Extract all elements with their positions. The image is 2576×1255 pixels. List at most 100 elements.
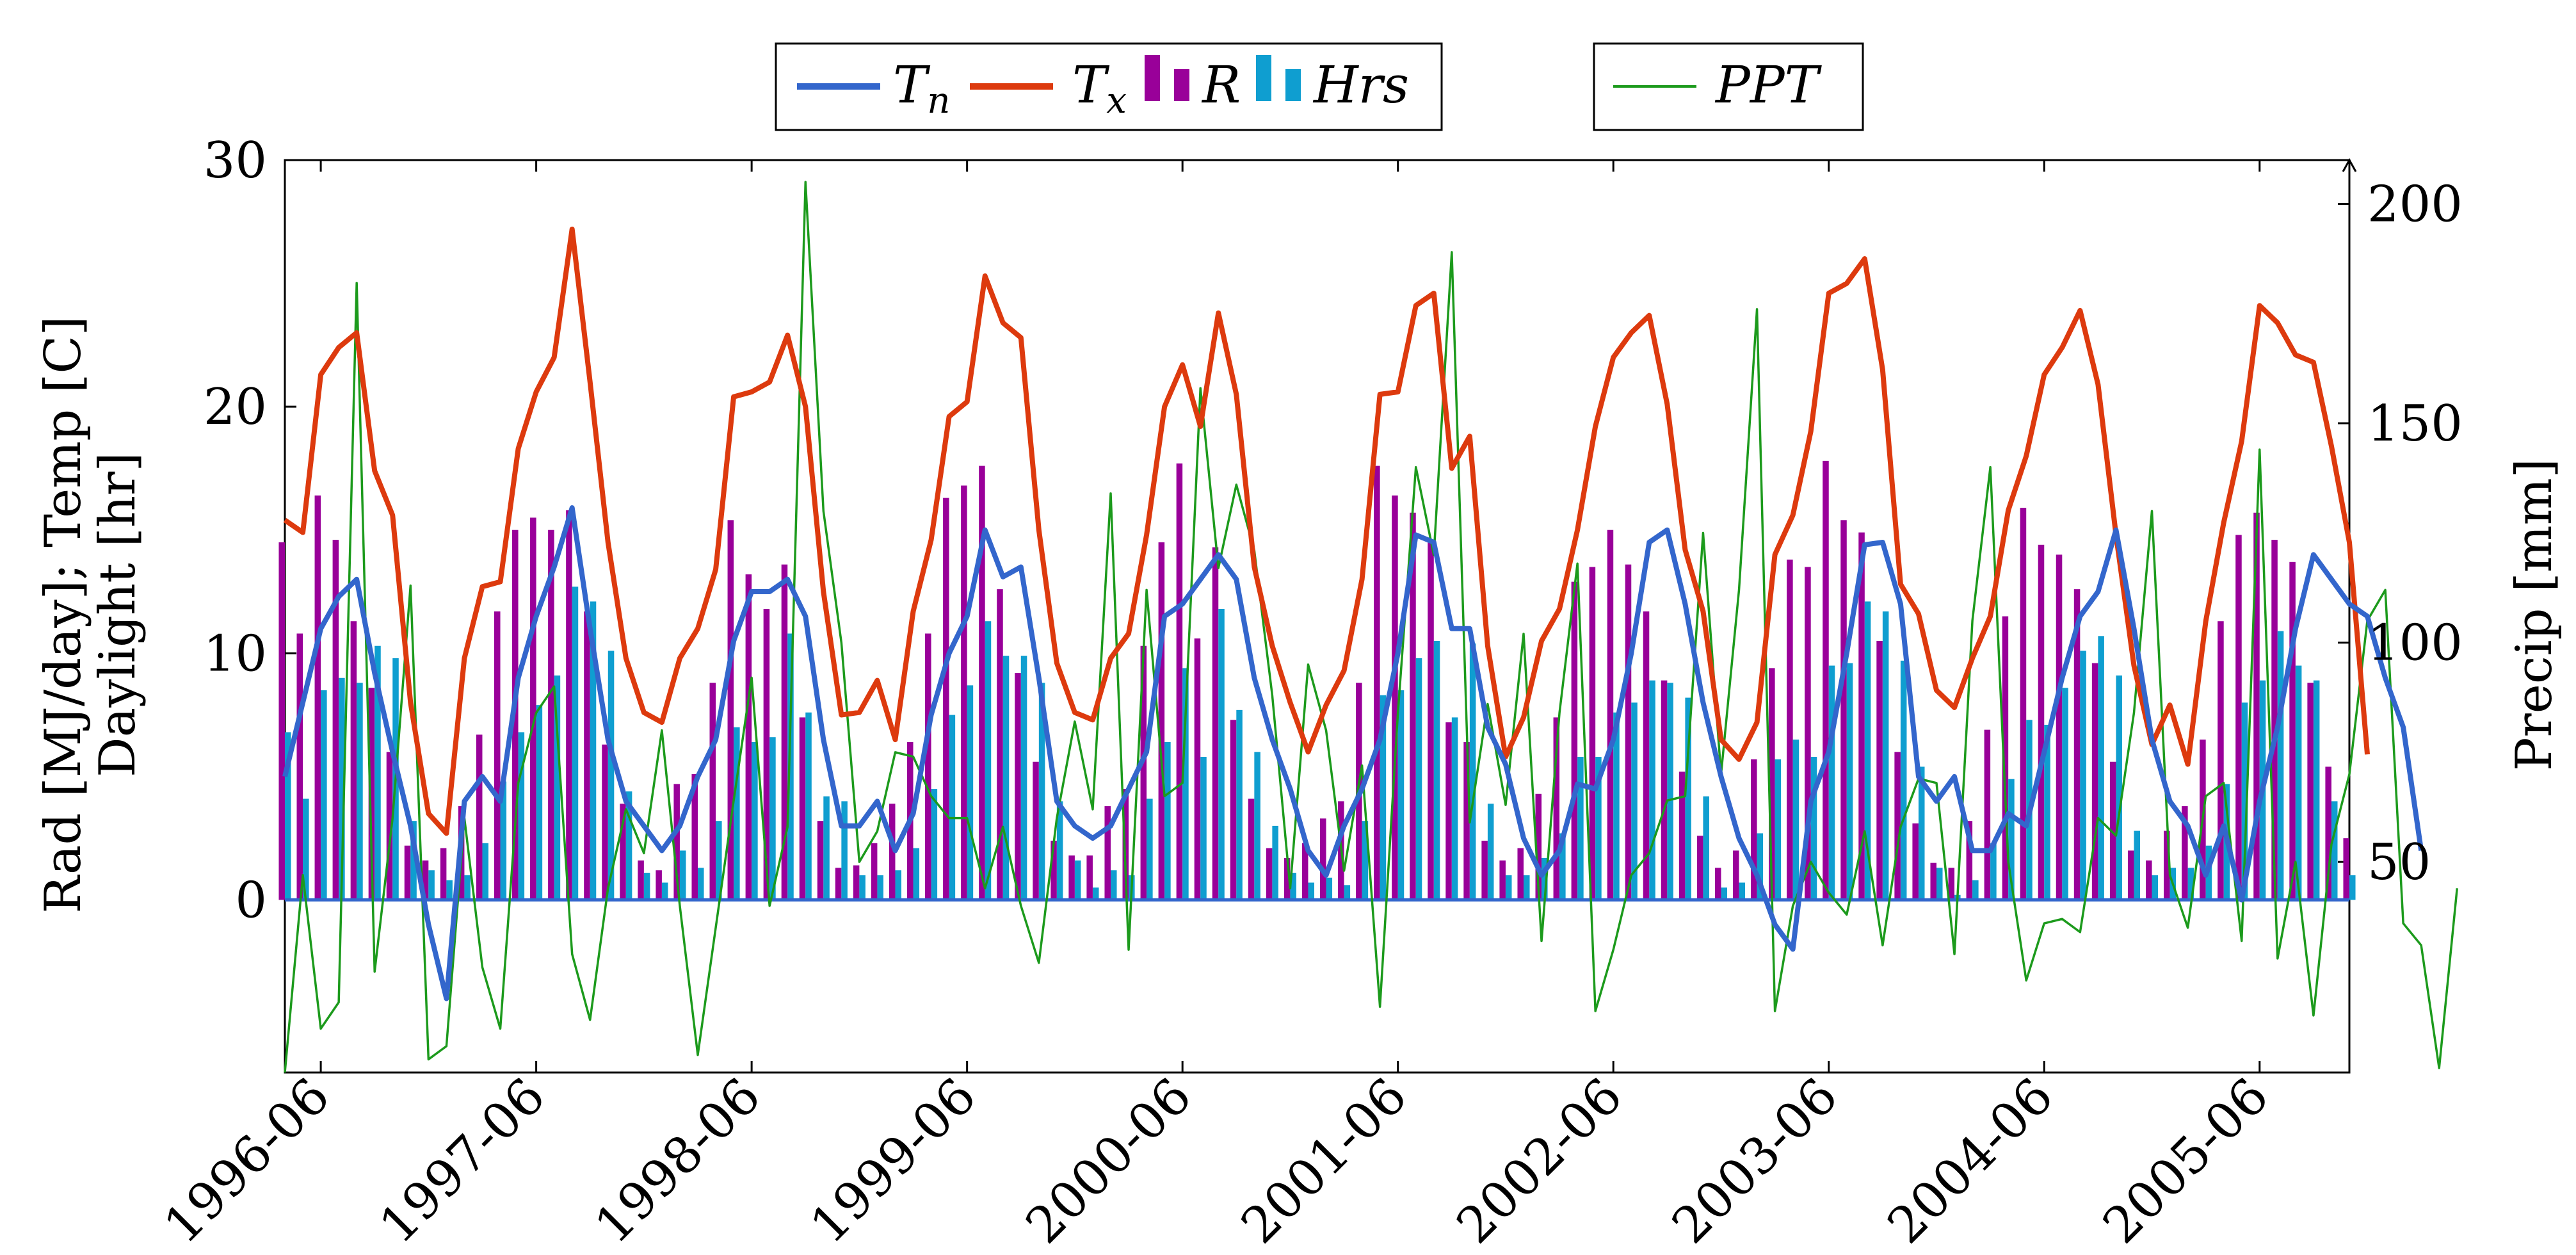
bar-hrs xyxy=(2331,801,2338,900)
axis-ticks xyxy=(285,159,2349,1073)
bar-hrs xyxy=(931,789,938,900)
bar-hrs xyxy=(482,843,489,900)
bar-hrs xyxy=(769,737,776,900)
bar-r xyxy=(1140,645,1147,900)
bar-r xyxy=(1392,495,1398,900)
bar-r xyxy=(2091,663,2098,900)
legend-r-swatch-b xyxy=(1174,69,1189,101)
bar-r xyxy=(835,868,842,900)
series-tx-line xyxy=(283,226,2371,836)
bar-hrs xyxy=(2349,875,2356,900)
bar-hrs xyxy=(339,677,345,900)
bar-hrs xyxy=(787,633,794,900)
bar-r xyxy=(889,804,896,900)
bar-hrs xyxy=(1900,660,1907,900)
bar-hrs xyxy=(1631,702,1638,900)
bar-hrs xyxy=(1595,757,1602,900)
bar-hrs xyxy=(1344,885,1351,900)
bar-hrs xyxy=(913,848,920,900)
bar-r xyxy=(1805,567,1811,900)
bar-hrs xyxy=(1326,877,1333,900)
bar-r xyxy=(673,784,680,900)
bar-hrs xyxy=(2080,651,2086,900)
bar-r xyxy=(1823,460,1829,900)
bar-r xyxy=(1661,680,1668,900)
right-tick-labels: 50 100 150 200 xyxy=(2367,176,2463,892)
bar-hrs xyxy=(1775,759,1782,900)
bar-hrs xyxy=(2116,675,2122,900)
left-axis-label-line1: Rad [MJ/day]; Temp [C] xyxy=(35,316,92,914)
bar-hrs xyxy=(2241,702,2248,900)
bar-r xyxy=(1445,722,1452,900)
bar-r xyxy=(925,633,931,900)
bar-r xyxy=(548,530,554,900)
bar-r xyxy=(763,608,770,900)
legend-tx-base: T xyxy=(1072,55,1110,115)
legend-hrs-swatch-a xyxy=(1256,55,1271,101)
bar-r xyxy=(1984,729,1991,900)
bar-r xyxy=(1714,868,1721,900)
bar-r xyxy=(1086,855,1093,900)
bar-hrs xyxy=(1415,658,1422,900)
bar-r xyxy=(799,717,806,900)
bar-r xyxy=(2020,508,2027,900)
bar-hrs xyxy=(698,868,704,900)
bar-r xyxy=(1787,559,1793,900)
bar-r xyxy=(404,845,411,900)
tx-line xyxy=(283,226,2371,836)
bar-r xyxy=(1571,581,1578,900)
bar-r xyxy=(1840,520,1847,900)
bar-hrs xyxy=(1613,712,1620,900)
bar-hrs xyxy=(1990,843,1997,900)
bar-hrs xyxy=(2134,830,2141,900)
bar-r xyxy=(1966,821,1973,900)
bar-r xyxy=(2325,766,2331,900)
left-axis-label-line2: Daylight [hr] xyxy=(89,452,147,777)
bar-hrs xyxy=(303,798,309,900)
bar-r xyxy=(1051,840,1057,900)
bar-r xyxy=(781,564,788,900)
bar-hrs xyxy=(1739,882,1746,900)
bar-hrs xyxy=(752,741,758,900)
left-tick-labels: 0 10 20 30 xyxy=(204,132,267,929)
bar-r xyxy=(2038,544,2045,900)
bar-hrs xyxy=(357,683,363,900)
legend-tn-sub: n xyxy=(927,80,950,122)
bar-hrs xyxy=(625,791,632,900)
series-r-bars xyxy=(278,460,2349,900)
bar-r xyxy=(1230,720,1237,900)
bar-hrs xyxy=(643,873,650,900)
bar-r xyxy=(332,540,339,900)
bar-r xyxy=(1643,611,1650,900)
bar-r xyxy=(1301,843,1308,900)
bar-hrs xyxy=(859,875,865,900)
bar-r xyxy=(638,860,644,900)
bar-hrs xyxy=(985,621,992,900)
bar-r xyxy=(2002,616,2009,900)
bar-r xyxy=(2164,830,2170,900)
bar-r xyxy=(2073,589,2081,900)
bar-hrs xyxy=(1505,875,1512,900)
bar-hrs xyxy=(1380,695,1387,900)
bar-hrs xyxy=(1092,887,1099,900)
bar-r xyxy=(979,466,985,900)
bar-r xyxy=(2145,860,2152,900)
bar-r xyxy=(1894,752,1901,900)
bar-r xyxy=(2109,761,2116,900)
bar-hrs xyxy=(2152,875,2159,900)
bar-r xyxy=(2218,621,2224,900)
bar-r xyxy=(422,860,429,900)
bar-hrs xyxy=(1433,641,1440,900)
bar-hrs xyxy=(1882,611,1889,900)
bar-hrs xyxy=(967,685,974,900)
bar-r xyxy=(2253,512,2260,900)
right-tick-label: 100 xyxy=(2367,615,2463,672)
bar-hrs xyxy=(1972,880,1979,900)
right-tick-label: 150 xyxy=(2367,395,2463,453)
left-tick-label: 20 xyxy=(204,378,267,436)
bar-hrs xyxy=(949,715,956,900)
bar-r xyxy=(1930,862,1936,900)
bar-r xyxy=(691,773,698,900)
bar-hrs xyxy=(428,870,435,900)
right-tick-label: 50 xyxy=(2367,834,2431,891)
